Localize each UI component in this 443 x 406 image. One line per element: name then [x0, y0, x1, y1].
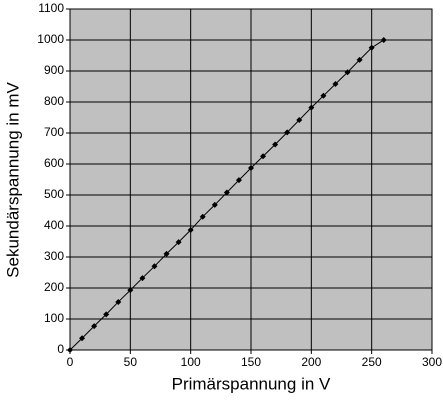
x-tick-label: 50	[124, 355, 138, 369]
y-tick-label: 1000	[37, 32, 64, 46]
data-point	[79, 335, 86, 342]
data-point	[272, 141, 279, 148]
y-tick-label: 500	[44, 187, 64, 201]
data-point	[115, 298, 122, 305]
y-tick-label: 200	[44, 280, 64, 294]
x-tick-label: 300	[422, 355, 442, 369]
data-point	[368, 44, 375, 51]
y-tick-label: 400	[44, 218, 64, 232]
data-point	[211, 201, 218, 208]
y-tick-label: 700	[44, 125, 64, 139]
data-point	[260, 153, 267, 160]
data-point	[151, 263, 158, 270]
y-tick-label: 600	[44, 156, 64, 170]
data-point	[139, 275, 146, 282]
y-tick-label: 900	[44, 63, 64, 77]
x-tick-label: 100	[181, 355, 201, 369]
x-tick-label: 150	[241, 355, 261, 369]
y-tick-label: 0	[57, 342, 64, 356]
y-tick-label: 800	[44, 94, 64, 108]
y-tick-label: 300	[44, 249, 64, 263]
data-point	[356, 56, 363, 63]
data-point	[199, 213, 206, 220]
data-point	[332, 81, 339, 88]
data-point	[127, 287, 134, 294]
y-tick-label: 1100	[38, 1, 64, 15]
data-point	[91, 323, 98, 330]
data-point	[296, 116, 303, 123]
y-axis-title: Sekundärspannung in mV	[3, 82, 22, 278]
x-tick-label: 250	[362, 355, 382, 369]
data-point	[344, 69, 351, 76]
x-axis-title: Primärspannung in V	[172, 374, 331, 393]
data-point	[67, 347, 73, 353]
data-point	[187, 227, 194, 234]
x-tick-label: 200	[301, 355, 321, 369]
data-point	[284, 129, 291, 136]
x-tick-label: 0	[67, 355, 74, 369]
data-point	[235, 177, 242, 184]
data-point	[103, 311, 110, 318]
data-point	[380, 37, 387, 43]
data-point	[320, 92, 327, 99]
y-tick-label: 100	[44, 311, 64, 325]
data-point	[248, 165, 254, 172]
data-point	[308, 104, 315, 111]
data-point	[223, 189, 230, 196]
data-point	[163, 250, 170, 257]
data-point	[175, 239, 182, 246]
